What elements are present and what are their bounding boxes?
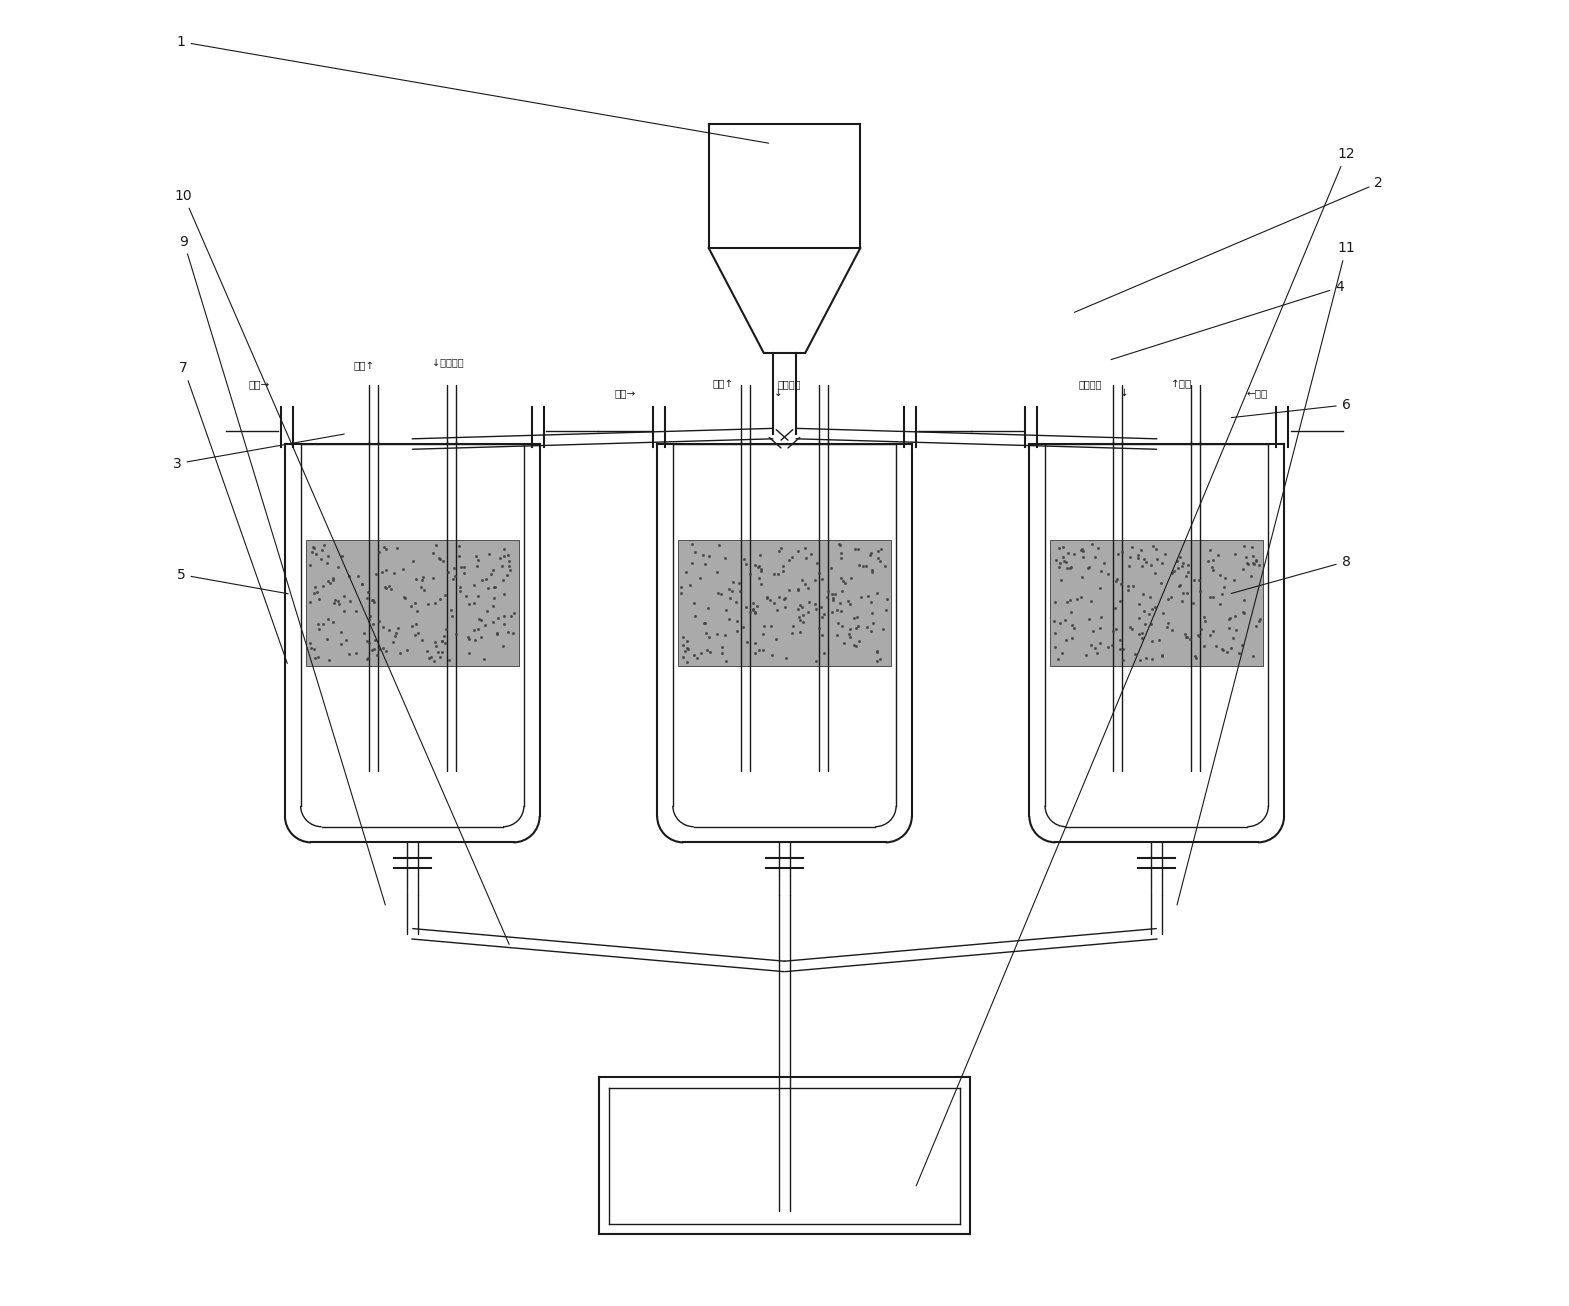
Text: 排气↑: 排气↑ bbox=[353, 360, 375, 371]
Bar bbox=[306, 539, 519, 666]
Text: 3: 3 bbox=[173, 434, 344, 470]
Text: ↓: ↓ bbox=[1120, 388, 1128, 398]
Text: ←加气: ←加气 bbox=[1247, 388, 1268, 398]
Text: 干燥热气: 干燥热气 bbox=[778, 379, 802, 389]
Bar bbox=[1050, 539, 1263, 666]
Text: 4: 4 bbox=[1111, 281, 1345, 359]
Text: 5: 5 bbox=[177, 568, 289, 594]
Text: 干燥热气: 干燥热气 bbox=[1078, 379, 1101, 389]
Text: ↑排气: ↑排气 bbox=[1170, 379, 1192, 389]
Text: 11: 11 bbox=[1177, 242, 1356, 905]
Text: 排气↑: 排气↑ bbox=[712, 379, 734, 389]
Text: 9: 9 bbox=[179, 235, 386, 905]
Text: 加气→: 加气→ bbox=[249, 379, 270, 389]
Text: ↓: ↓ bbox=[774, 388, 783, 398]
Text: 7: 7 bbox=[179, 362, 287, 663]
Text: 10: 10 bbox=[174, 189, 508, 944]
Text: 加气→: 加气→ bbox=[615, 388, 635, 398]
Text: 6: 6 bbox=[1232, 398, 1351, 418]
Text: 12: 12 bbox=[916, 148, 1356, 1186]
Text: 1: 1 bbox=[177, 35, 769, 144]
Text: 2: 2 bbox=[1075, 176, 1384, 312]
Text: ↓干燥热气: ↓干燥热气 bbox=[431, 358, 463, 368]
Bar bbox=[678, 539, 891, 666]
Text: 8: 8 bbox=[1232, 555, 1351, 593]
